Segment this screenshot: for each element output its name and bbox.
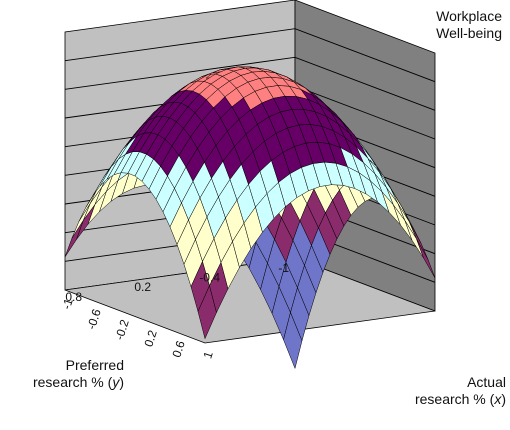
x-axis-title-text: research % [414, 391, 490, 407]
y-axis-variable: y [112, 374, 120, 390]
y-axis-title-line-1: Preferred [65, 357, 124, 373]
y-tick-label: 0.2 [134, 280, 151, 294]
x-axis-title-line-1: Actual [467, 374, 506, 390]
x-tick-label: 1 [200, 349, 215, 360]
x-axis-title: Actual research % (x) [398, 374, 506, 408]
x-tick-label: -0.6 [84, 307, 104, 331]
y-tick-label: 0.8 [65, 290, 82, 304]
wall-gridline [64, 56, 436, 111]
surface [64, 66, 436, 369]
y-axis-title-line-2: research % (y) [32, 374, 124, 390]
y-tick-label: -0.4 [199, 271, 220, 285]
axis-ticks: -1 -0.6 -0.2 0.2 0.6 1 0.8 0.2 -0.4 -1 [59, 261, 289, 360]
y-axis-title-text: research % [32, 374, 108, 390]
surface-patch [416, 238, 436, 279]
x-tick-label: 0.2 [141, 328, 160, 349]
z-axis-title-line-1: Workplace [436, 8, 502, 24]
y-tick-label: -1 [278, 261, 289, 275]
z-axis-title-line-2: Well-being [436, 25, 502, 41]
x-axis-variable: x [494, 391, 502, 407]
y-axis-title: Preferred research % (y) [4, 357, 124, 391]
x-tick-label: -1 [59, 296, 76, 311]
x-axis-title-line-2: research % (x) [414, 391, 506, 407]
x-tick-label: 0.6 [169, 339, 188, 360]
z-axis-title: Workplace Well-being [410, 8, 502, 42]
x-tick-label: -0.2 [112, 317, 132, 341]
wall-gridline [64, 28, 436, 83]
